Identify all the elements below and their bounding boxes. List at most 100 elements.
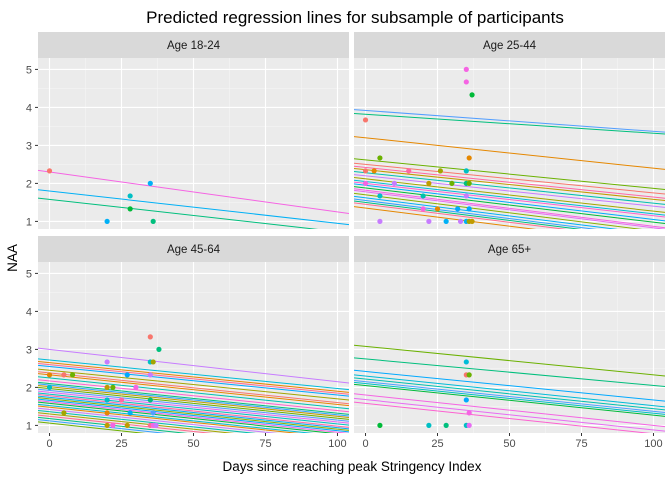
regression-line [354,183,665,222]
regression-line [354,158,665,190]
y-tick-label: 2 [26,178,32,190]
data-point [104,410,110,416]
regression-line [38,394,349,428]
data-point [104,359,110,365]
regression-line [38,376,349,410]
data-point [426,180,432,186]
facet-strip [38,236,349,262]
x-tick-label: 100 [328,438,346,450]
y-tick-label: 3 [26,344,32,356]
data-point [426,218,432,224]
data-point [124,372,130,378]
regression-line [38,373,349,407]
regression-line [354,401,652,433]
data-point [147,180,153,186]
x-tick-label: 25 [431,438,443,450]
regression-line [38,405,300,433]
facet-strip-label: Age 45-64 [167,244,221,256]
data-point [61,410,67,416]
regression-line [38,383,349,417]
x-axis-title: Days since reaching peak Stringency Inde… [223,459,482,474]
regression-line [38,388,349,422]
y-tick-label: 4 [26,306,32,318]
chart-title: Predicted regression lines for subsample… [146,8,564,27]
data-point [104,218,110,224]
data-point [469,92,475,98]
data-point [437,168,443,174]
x-tick-label: 50 [503,438,515,450]
regression-line [38,390,349,424]
data-point [362,180,369,186]
data-point [463,66,469,72]
data-point [406,168,412,174]
data-point [133,384,139,390]
regression-line [354,357,665,388]
data-point [127,193,133,199]
data-point [377,193,383,199]
data-point [147,334,153,340]
regression-line [354,369,665,402]
data-point [426,422,432,428]
data-points [46,168,156,224]
data-point [455,206,461,212]
x-tick-label: 25 [115,438,127,450]
y-tick-label: 1 [26,216,32,228]
data-point [104,422,110,428]
regression-line [38,347,349,384]
regression-line [38,400,349,433]
regression-line [38,364,349,397]
regression-line [38,392,349,426]
facet-panel: Age 25-44 [354,32,665,229]
regression-lines [38,169,349,229]
regression-line [38,403,314,433]
data-point [150,218,156,224]
regression-line [354,393,665,428]
data-point [46,168,53,174]
data-point [104,384,110,390]
data-point [457,218,464,224]
facet-strip-label: Age 25-44 [483,40,537,52]
x-tick-label: 75 [259,438,271,450]
regression-lines [354,344,665,433]
regression-line [354,188,665,229]
regression-line [354,165,665,199]
regression-line [38,407,278,433]
regression-line [38,381,349,415]
regression-lines [38,347,349,433]
x-tick-label: 0 [362,438,368,450]
regression-line [38,401,336,433]
data-point [463,79,469,85]
regression-line [354,112,665,135]
x-tick-label: 0 [46,438,52,450]
regression-line [354,192,643,229]
regression-line [354,109,665,133]
y-tick-label: 4 [26,102,32,114]
y-tick-label: 1 [26,420,32,432]
regression-line [354,202,567,229]
facet-strip [38,32,349,58]
data-point [127,410,133,416]
regression-line [354,177,665,213]
data-point [150,359,156,365]
data-point [377,218,383,224]
data-point [153,422,159,428]
y-axis-title: NAA [5,244,20,272]
regression-line [38,169,349,214]
regression-line [354,186,665,225]
data-point [466,372,472,378]
regression-line [38,368,349,401]
regression-line [38,398,349,433]
regression-lines [354,109,665,229]
regression-line [354,397,665,432]
regression-line [38,397,349,431]
facet-strip-label: Age 65+ [488,244,531,256]
regression-line [354,200,582,229]
regression-line [354,380,665,414]
data-point [124,422,130,428]
data-point [463,168,469,174]
data-point [420,193,426,199]
data-point [362,168,369,174]
regression-line [38,410,256,433]
